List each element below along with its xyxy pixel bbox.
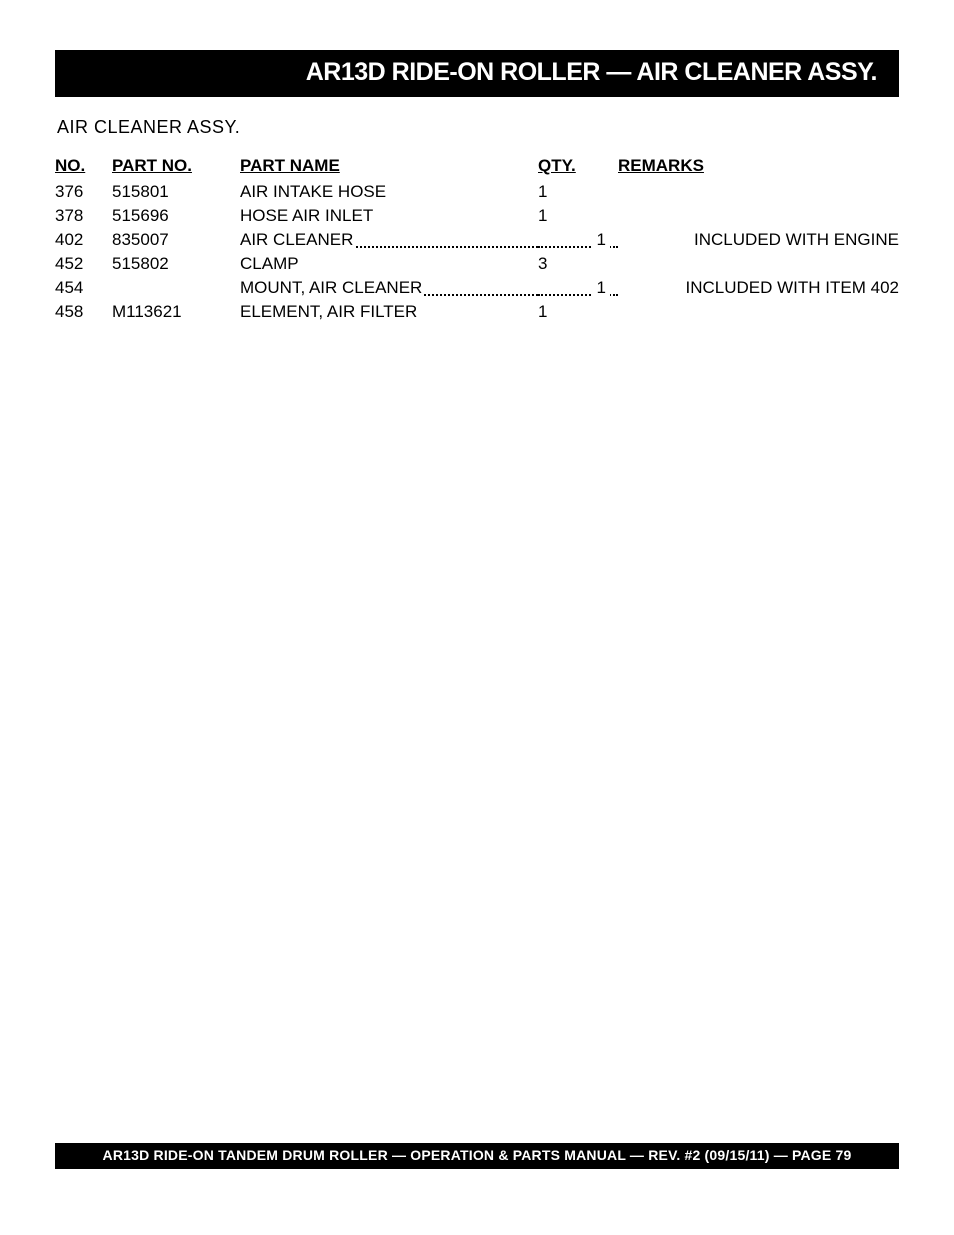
- cell-partno: [112, 276, 240, 300]
- cell-partname: HOSE AIR INLET: [240, 204, 538, 228]
- page-title-bar: AR13D RIDE-ON ROLLER — AIR CLEANER ASSY.: [55, 50, 899, 97]
- cell-no: 452: [55, 252, 112, 276]
- cell-no: 458: [55, 300, 112, 324]
- cell-qty: 1: [538, 276, 618, 300]
- cell-remarks: INCLUDED WITH ENGINE: [618, 228, 899, 252]
- cell-partname: AIR CLEANER: [240, 228, 538, 252]
- table-body: 376515801AIR INTAKE HOSE1378515696HOSE A…: [55, 180, 899, 324]
- cell-qty: 1: [538, 180, 618, 204]
- table-row: 402835007AIR CLEANER1INCLUDED WITH ENGIN…: [55, 228, 899, 252]
- cell-partno: 515801: [112, 180, 240, 204]
- table-row: 452515802CLAMP3: [55, 252, 899, 276]
- cell-qty: 1: [538, 228, 618, 252]
- cell-no: 454: [55, 276, 112, 300]
- section-label: AIR CLEANER ASSY.: [57, 117, 899, 138]
- cell-no: 378: [55, 204, 112, 228]
- cell-partname: AIR INTAKE HOSE: [240, 180, 538, 204]
- table-row: 376515801AIR INTAKE HOSE1: [55, 180, 899, 204]
- cell-qty: 1: [538, 204, 618, 228]
- col-header-partname: PART NAME: [240, 156, 538, 176]
- table-header-row: NO. PART NO. PART NAME QTY. REMARKS: [55, 156, 899, 176]
- cell-partno: 515696: [112, 204, 240, 228]
- col-header-qty: QTY.: [538, 156, 618, 176]
- cell-partname: MOUNT, AIR CLEANER: [240, 276, 538, 300]
- cell-remarks: [618, 204, 899, 228]
- table-row: 378515696HOSE AIR INLET1: [55, 204, 899, 228]
- page-title-text: AR13D RIDE-ON ROLLER — AIR CLEANER ASSY.: [306, 58, 877, 86]
- cell-partno: M113621: [112, 300, 240, 324]
- cell-remarks: [618, 180, 899, 204]
- parts-table: NO. PART NO. PART NAME QTY. REMARKS 3765…: [55, 156, 899, 324]
- cell-partno: 515802: [112, 252, 240, 276]
- table-row: 458M113621ELEMENT, AIR FILTER1: [55, 300, 899, 324]
- cell-qty: 1: [538, 300, 618, 324]
- col-header-no: NO.: [55, 156, 112, 176]
- footer-text: AR13D RIDE-ON TANDEM DRUM ROLLER — OPERA…: [103, 1147, 852, 1163]
- footer-bar: AR13D RIDE-ON TANDEM DRUM ROLLER — OPERA…: [55, 1143, 899, 1169]
- page-container: AR13D RIDE-ON ROLLER — AIR CLEANER ASSY.…: [0, 0, 954, 324]
- cell-remarks: [618, 300, 899, 324]
- col-header-partno: PART NO.: [112, 156, 240, 176]
- cell-remarks: [618, 252, 899, 276]
- cell-no: 402: [55, 228, 112, 252]
- cell-qty: 3: [538, 252, 618, 276]
- cell-partname: ELEMENT, AIR FILTER: [240, 300, 538, 324]
- cell-remarks: INCLUDED WITH ITEM 402: [618, 276, 899, 300]
- col-header-remarks: REMARKS: [618, 156, 899, 176]
- cell-partno: 835007: [112, 228, 240, 252]
- cell-no: 376: [55, 180, 112, 204]
- table-row: 454 MOUNT, AIR CLEANER1INCLUDED WITH ITEM…: [55, 276, 899, 300]
- cell-partname: CLAMP: [240, 252, 538, 276]
